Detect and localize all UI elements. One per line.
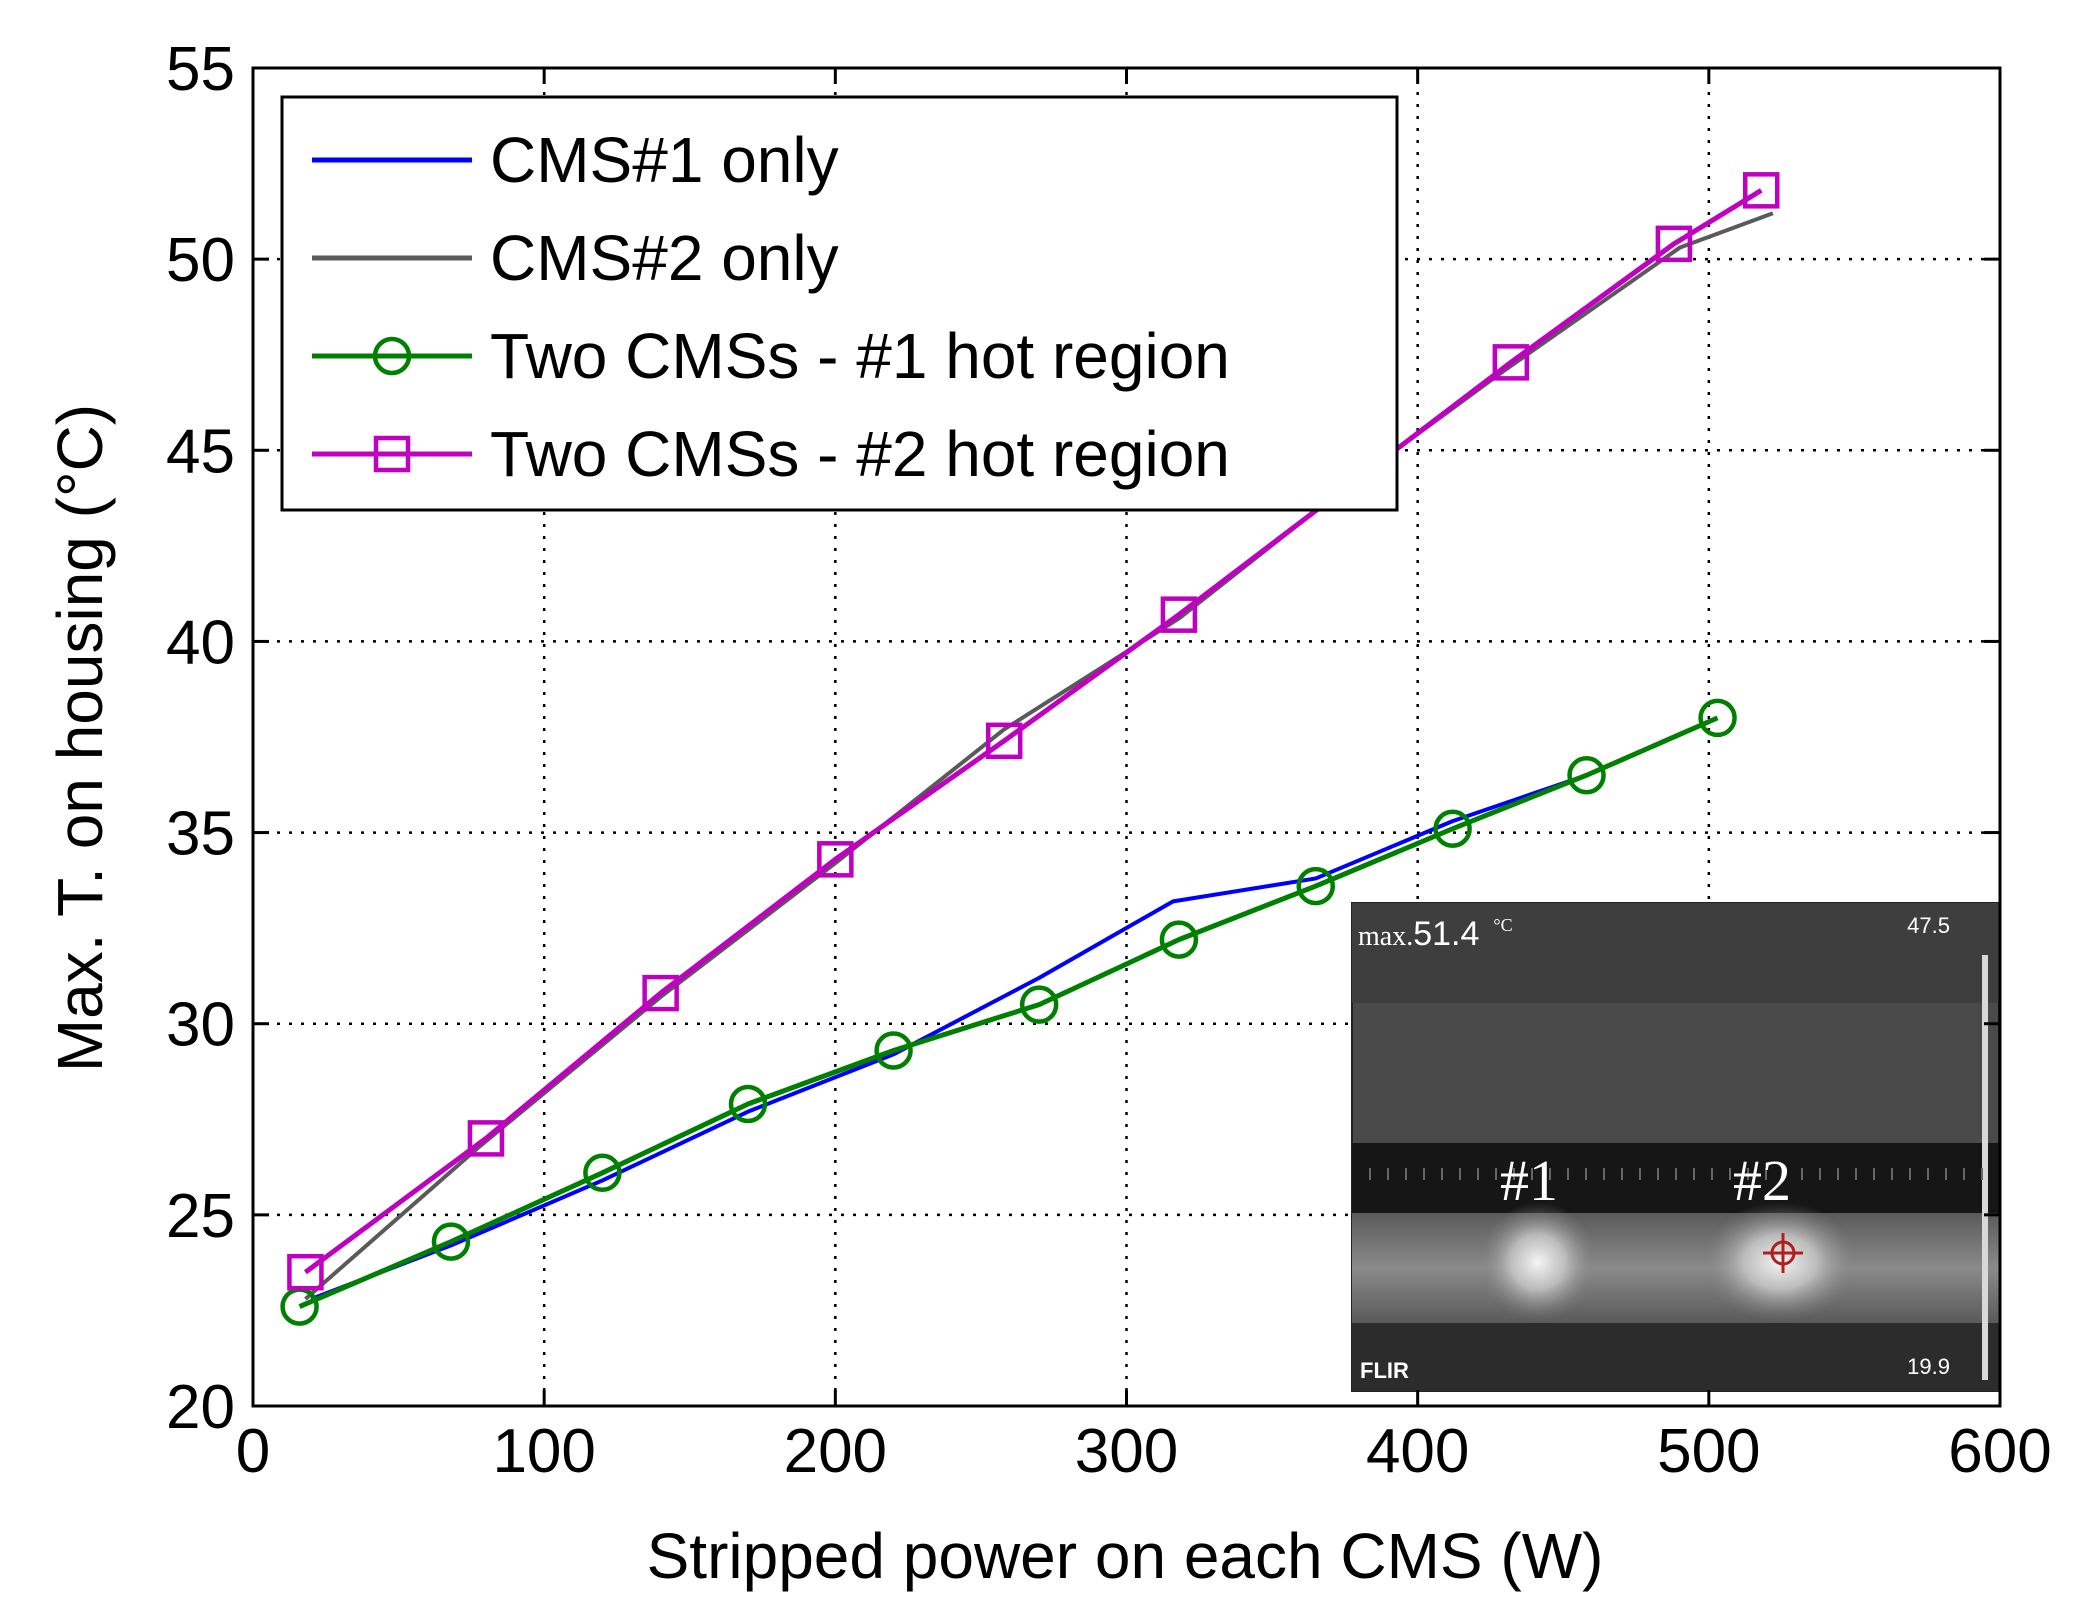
data-point-two-cmss-2-hot-region [1742,172,1780,209]
data-point-two-cmss-2-hot-region [817,841,854,878]
y-tick-label: 30 [166,991,235,1060]
data-point-two-cmss-1-hot-region [1567,755,1606,795]
series-lines [298,188,1774,1309]
x-axis-title: Stripped power on each CMS (W) [647,1520,1604,1592]
data-point-two-cmss-2-hot-region [1160,596,1198,633]
data-point-two-cmss-1-hot-region [583,1153,622,1193]
y-tick-label: 25 [166,1182,235,1251]
legend-label-two-cmss-2-hot-region: Two CMSs - #2 hot region [490,418,1230,490]
x-tick-label: 400 [1366,1417,1469,1486]
data-point-two-cmss-1-hot-region [1159,920,1199,959]
inset-scale-bottom: 19.9 [1907,1354,1950,1379]
x-tick-label: 300 [1075,1417,1178,1486]
crosshair-icon [1763,1233,1803,1273]
x-tick-label: 500 [1657,1417,1760,1486]
data-point-two-cmss-2-hot-region [642,974,679,1012]
inset-label-1: #1 [1500,1148,1558,1213]
y-tick-label: 20 [166,1373,235,1442]
inset-max-label: max.51.4 °C [1358,915,1513,953]
y-tick-label: 40 [166,608,235,677]
y-tick-label: 50 [166,226,235,295]
data-point-two-cmss-2-hot-region [467,1120,505,1157]
series-markers [280,172,1780,1326]
y-tick-label: 45 [166,417,235,486]
data-point-two-cmss-1-hot-region [728,1084,768,1124]
legend-label-cms-2-only: CMS#2 only [490,222,839,294]
x-tick-label: 600 [1948,1417,2051,1486]
legend-box [280,95,1399,512]
inset-scale-top: 47.5 [1907,913,1950,938]
series-line-two-cmss-1-hot-region [298,715,1719,1309]
legend-label-cms-1-only: CMS#1 only [490,124,839,196]
hot-region-1 [1478,1202,1598,1322]
data-point-two-cmss-2-hot-region [1492,344,1530,381]
series-line-cms-1-only [310,773,1588,1301]
data-point-two-cmss-2-hot-region [287,1253,324,1291]
series-line-two-cmss-2-hot-region [303,188,1763,1275]
axis-ticks [251,66,2002,1408]
x-tick-label: 200 [784,1417,887,1486]
axis-tick-labels: 0 100 200 300 400 500 600 20 25 30 35 40 45 50 55 [166,35,2052,1486]
x-tick-label: 0 [236,1417,270,1486]
inset-warm-band [1352,1213,1999,1323]
hot-region-2 [1700,1202,1860,1322]
data-point-two-cmss-2-hot-region [985,722,1023,760]
data-point-two-cmss-1-hot-region [1698,698,1737,738]
data-point-two-cmss-1-hot-region [874,1031,913,1070]
data-point-two-cmss-1-hot-region [1296,866,1336,906]
data-point-two-cmss-1-hot-region [1019,985,1059,1024]
data-point-two-cmss-1-hot-region [1433,809,1472,848]
data-point-two-cmss-2-hot-region [1655,225,1693,263]
thermal-inset: max.51.4 °C 47.5 19.9 FLIR #1 #2 [1351,902,2000,1392]
y-tick-label: 55 [166,35,235,104]
data-point-two-cmss-1-hot-region [431,1222,471,1261]
x-tick-label: 100 [492,1417,595,1486]
inset-label-2: #2 [1733,1148,1791,1213]
legend-label-two-cmss-1-hot-region: Two CMSs - #1 hot region [490,320,1230,392]
legend-marker-two-cmss-2-hot-region [373,435,411,473]
series-line-cms-2-only [304,211,1774,1301]
y-tick-label: 35 [166,800,235,869]
legend: CMS#1 only CMS#2 only Two CMSs - #1 hot re… [280,95,1399,512]
legend-marker-two-cmss-1-hot-region [372,336,412,376]
inset-brand: FLIR [1360,1358,1409,1383]
y-axis-title: Max. T. on housing (°C) [44,404,116,1072]
